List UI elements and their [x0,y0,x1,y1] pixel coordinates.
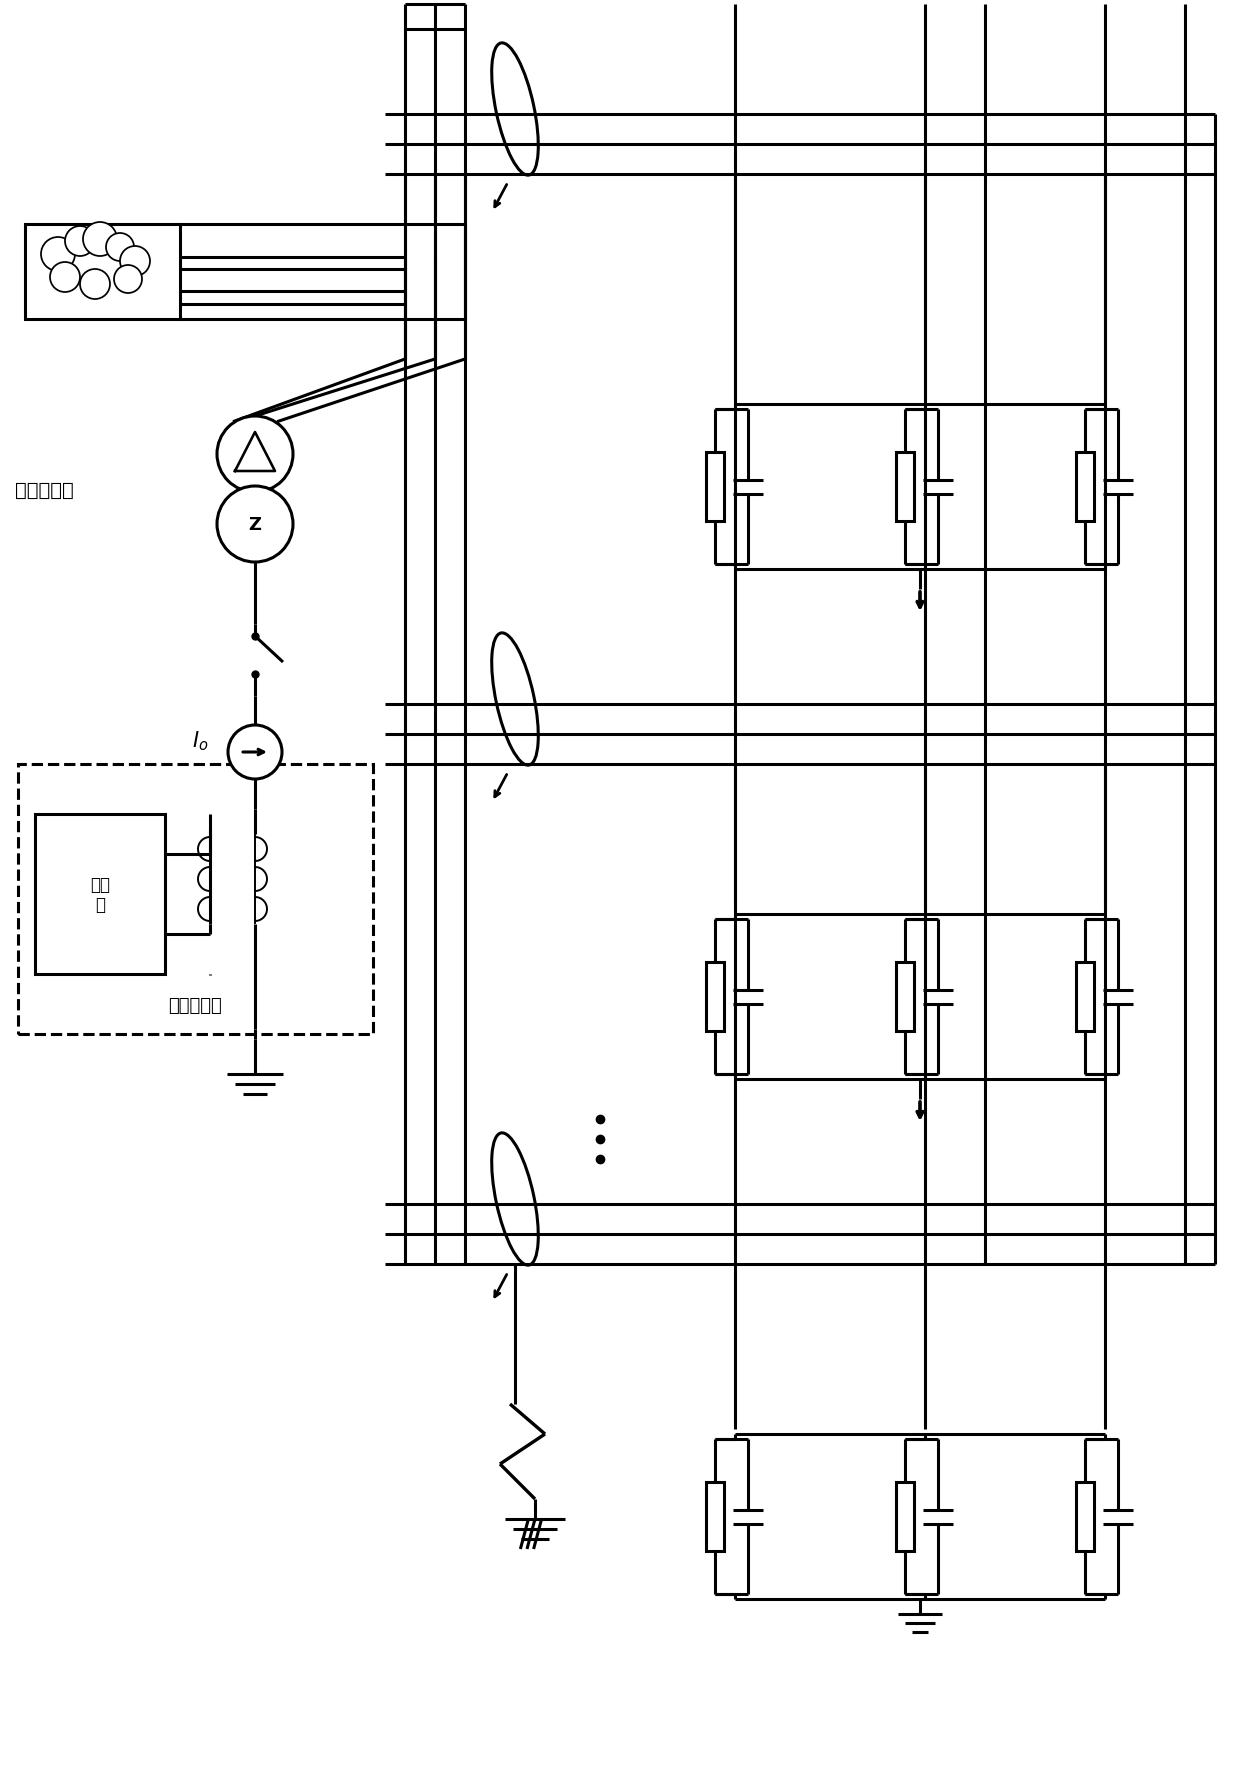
Bar [1076,1481,1094,1551]
Text: Z: Z [248,515,262,533]
Circle shape [217,487,293,564]
Bar [706,1481,724,1551]
Text: $I_o$: $I_o$ [192,728,208,753]
Circle shape [120,247,150,277]
Bar [1076,453,1094,522]
Bar [897,453,914,522]
Text: 电压
源: 电压 源 [91,875,110,914]
Circle shape [83,224,117,258]
Bar [706,962,724,1032]
Bar [35,814,165,975]
Bar [897,962,914,1032]
Bar [1076,962,1094,1032]
Circle shape [105,234,134,261]
Circle shape [50,263,81,293]
Circle shape [217,417,293,492]
Bar [706,453,724,522]
Bar [25,225,180,320]
Bar [897,1481,914,1551]
Circle shape [81,270,110,301]
Circle shape [228,726,281,780]
Circle shape [41,238,74,272]
Text: 可控电压源: 可控电压源 [169,996,222,1014]
Bar [19,764,373,1034]
Circle shape [114,267,143,293]
Text: 接地变压器: 接地变压器 [15,479,73,499]
Circle shape [64,227,95,258]
